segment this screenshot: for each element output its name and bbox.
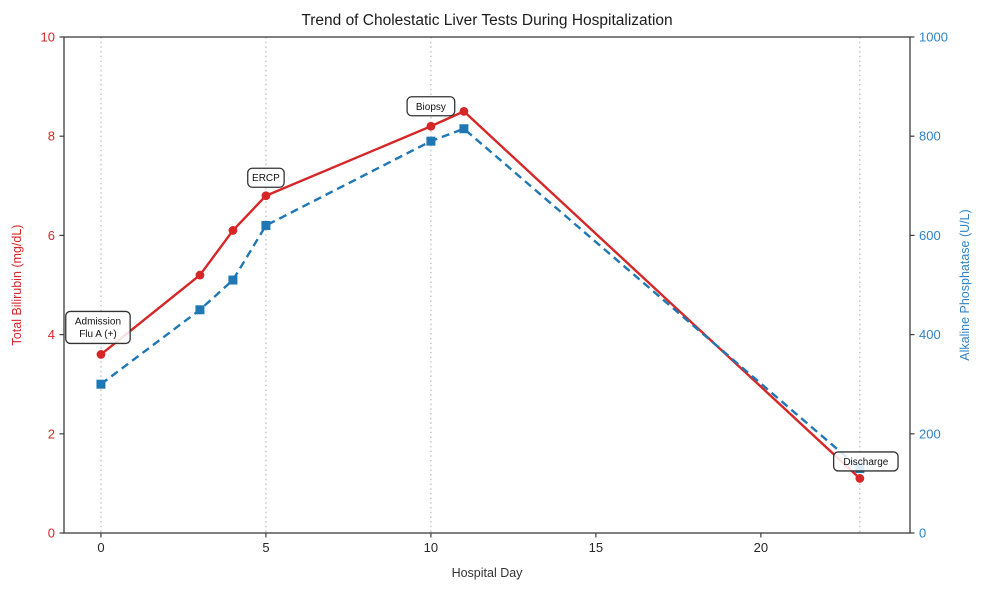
y-right-tick-label: 400: [919, 327, 941, 342]
plot-border: [63, 36, 911, 534]
data-point-left-day-23: [855, 474, 865, 483]
annotation-box-0: [65, 310, 131, 345]
x-tick-label: 5: [262, 540, 269, 555]
chart-title: Trend of Cholestatic Liver Tests During …: [301, 12, 672, 29]
annotation-label-3: Discharge: [843, 457, 888, 468]
data-point-right-day-4: [228, 275, 238, 285]
y-left-tick-label: 10: [41, 30, 55, 45]
x-tick-label: 15: [589, 540, 603, 555]
data-point-left-day-0: [96, 350, 106, 359]
y-axis-label-right: Alkaline Phosphatase (U/L): [958, 209, 972, 360]
x-axis-label: Hospital Day: [452, 566, 524, 580]
y-axis-label-left: Total Bilirubin (mg/dL): [10, 225, 24, 346]
annotation-box-3: [832, 451, 899, 472]
data-point-left-day-11: [459, 107, 469, 116]
y-left-tick-label: 0: [48, 526, 55, 541]
y-right-tick-label: 1000: [919, 30, 948, 45]
annotation-label-0: Admission: [75, 317, 121, 328]
plot-area: 0 5 10 15 20024681002004006008001000Admissio…: [41, 30, 948, 556]
y-left-tick-label: 4: [48, 327, 55, 342]
y-right-tick-label: 600: [919, 228, 941, 243]
annotation-box-1: [247, 167, 285, 188]
data-point-right-day-10: [426, 136, 436, 146]
x-tick-label: 0: [97, 540, 104, 555]
y-left-tick-label: 2: [48, 426, 55, 441]
y-right-tick-label: 200: [919, 426, 941, 441]
series-line-1: [100, 127, 861, 470]
x-tick-label: 10: [424, 540, 438, 555]
annotation-box-2: [406, 96, 456, 117]
annotation-label-0: Flu A (+): [79, 329, 117, 340]
data-point-right-day-11: [459, 124, 469, 134]
y-left-tick-label: 8: [48, 129, 55, 144]
y-right-tick-label: 0: [919, 526, 926, 541]
x-tick-label: 20: [754, 540, 768, 555]
y-right-tick-label: 800: [919, 129, 941, 144]
data-point-left-day-3: [195, 270, 205, 280]
data-point-left-day-5: [261, 191, 271, 201]
annotation-label-2: Biopsy: [416, 102, 446, 113]
data-point-right-day-0: [96, 379, 106, 389]
y-left-tick-label: 6: [48, 228, 55, 243]
annotation-label-1: ERCP: [252, 173, 280, 184]
data-point-left-day-4: [228, 226, 238, 235]
data-point-left-day-10: [426, 121, 436, 131]
data-point-right-day-3: [195, 305, 205, 315]
data-point-right-day-5: [261, 220, 271, 230]
